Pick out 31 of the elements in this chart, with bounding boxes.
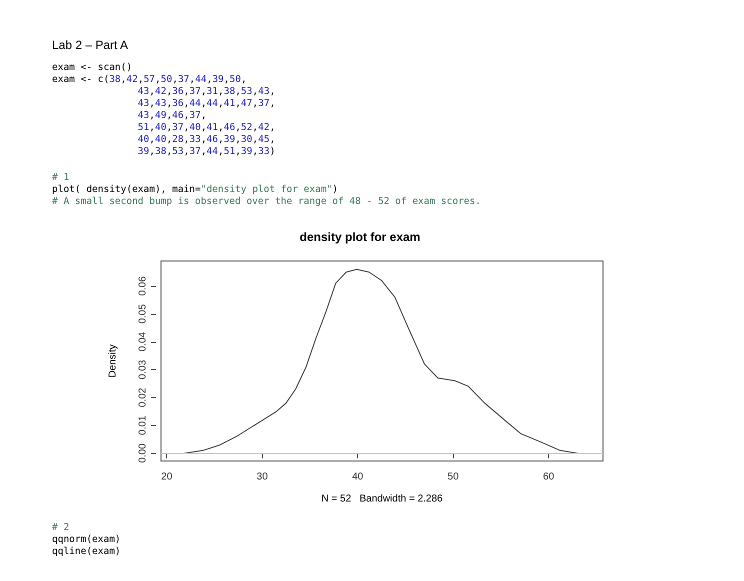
y-axis-title: Density [108, 344, 118, 378]
text: # 1 [52, 172, 70, 183]
y-tick-label: 0.05 [138, 304, 148, 324]
y-tick-label: 0.02 [138, 387, 148, 408]
x-tick-label: 30 [256, 472, 268, 482]
y-tick-label: 0.04 [138, 332, 148, 352]
text: # 2 [52, 522, 70, 533]
text: 39,38,53,37,44,51,39,33) [138, 146, 276, 157]
text: qqnorm(exam) [52, 534, 121, 545]
x-axis-title: N = 52 Bandwidth = 2.286 [321, 494, 444, 504]
text: exam <- scan() [52, 62, 132, 73]
x-tick-label: 20 [161, 472, 173, 482]
text: exam <- c(38,42,57,50,37,44,39,50, [52, 74, 247, 85]
line-series [184, 268, 578, 454]
text: 51,40,37,40,41,46,52,42, [138, 122, 276, 133]
y-tick-label: 0.01 [138, 415, 148, 436]
y-tick-label: 0.06 [138, 276, 148, 296]
text: qqline(exam) [52, 546, 121, 557]
text: 43,49,46,37, [138, 110, 207, 121]
x-tick-label: 50 [448, 472, 460, 482]
y-tick-label: 0.03 [138, 359, 148, 380]
text: plot( density(exam), main="density plot for exam") [52, 184, 338, 195]
text: 43,43,36,44,44,41,47,37, [138, 98, 276, 109]
text: Lab 2 – Part A [52, 38, 128, 52]
text: 43,42,36,37,31,38,53,43, [138, 86, 276, 97]
y-tick-label: 0.00 [138, 443, 148, 463]
chart-title: density plot for exam [300, 230, 420, 244]
text: 40,40,28,33,46,39,30,45, [138, 134, 276, 145]
x-tick-label: 60 [543, 472, 555, 482]
text: # A small second bump is observed over the range of 48 - 52 of exam scores. [52, 196, 481, 207]
x-tick-label: 40 [352, 472, 364, 482]
